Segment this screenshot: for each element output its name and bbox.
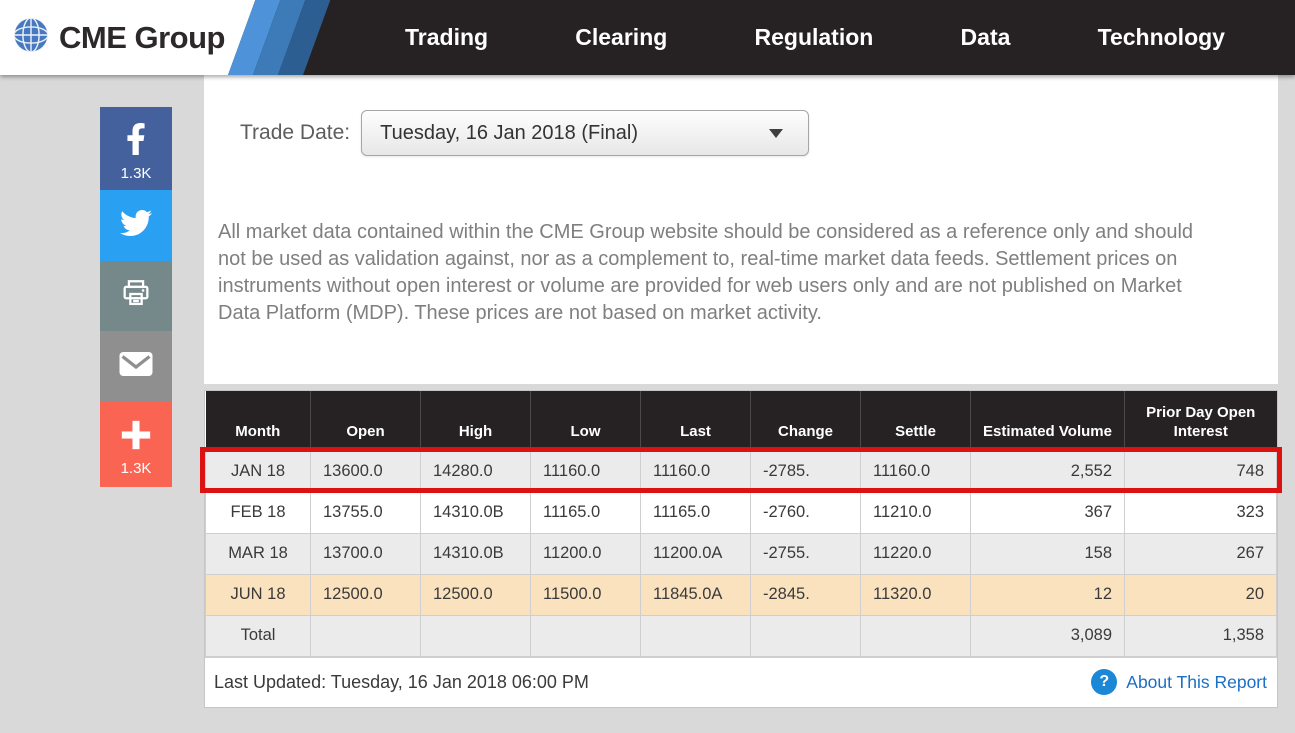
table-cell [530, 614, 641, 657]
nav-item-regulation[interactable]: Regulation [754, 24, 874, 50]
nav-item-technology[interactable]: Technology [1097, 24, 1225, 50]
table-cell: 267 [1124, 532, 1277, 575]
table-cell: 14280.0 [420, 450, 531, 493]
table-cell: 323 [1124, 491, 1277, 534]
cme-group-logo[interactable]: CME Group [12, 0, 226, 75]
table-body: JAN 18 13600.0 14280.0 11160.0 11160.0 -2785.… [205, 450, 1277, 657]
column-header: Low [530, 391, 641, 451]
table-cell: 13700.0 [310, 532, 421, 575]
twitter-icon [117, 207, 155, 244]
table-cell: 11845.0A [640, 573, 751, 616]
print-button[interactable] [100, 261, 172, 331]
table-cell: 14310.0B [420, 532, 531, 575]
brand-name: CME Group [59, 19, 226, 55]
table-cell: 3,089 [970, 614, 1125, 657]
table-cell: -2785. [750, 450, 861, 493]
table-row: FEB 18 13755.0 14310.0B 11165.0 11165.0 -2760… [205, 491, 1277, 534]
nav-item-data[interactable]: Data [960, 24, 1011, 50]
last-updated-text: Last Updated: Tuesday, 16 Jan 2018 06:00… [214, 671, 589, 692]
table-cell [420, 614, 531, 657]
table-header-row: Month Open High Low Last Change Settle Estimate… [205, 391, 1277, 451]
table-footer: Last Updated: Tuesday, 16 Jan 2018 06:00… [205, 656, 1277, 707]
chevron-down-icon [769, 129, 784, 138]
settlements-table: Month Open High Low Last Change Settle Estimate… [205, 391, 1277, 657]
table-cell: 11160.0 [530, 450, 641, 493]
column-header: Change [750, 391, 861, 451]
table-cell: -2845. [750, 573, 861, 616]
envelope-icon [118, 349, 154, 384]
table-cell: 20 [1124, 573, 1277, 616]
facebook-share-button[interactable]: 1.3K [100, 107, 172, 190]
top-nav-bar: CME Group Trading Clearing Regulation Data T… [0, 0, 1295, 75]
nav-item-trading[interactable]: Trading [405, 24, 489, 50]
table-cell: 11160.0 [640, 450, 751, 493]
question-icon: ? [1091, 669, 1118, 695]
table-cell: Total [205, 614, 311, 657]
table-row: MAR 18 13700.0 14310.0B 11200.0 11200.0A -275… [205, 532, 1277, 575]
table-cell: 11165.0 [640, 491, 751, 534]
table-cell [640, 614, 751, 657]
table-cell: 11210.0 [860, 491, 971, 534]
table-cell: 367 [970, 491, 1125, 534]
table-cell: 12 [970, 573, 1125, 616]
table-cell [750, 614, 861, 657]
table-cell: 11160.0 [860, 450, 971, 493]
trade-date-selected-value: Tuesday, 16 Jan 2018 (Final) [380, 121, 639, 144]
email-share-button[interactable] [100, 331, 172, 401]
table-cell: 11220.0 [860, 532, 971, 575]
trade-date-label: Trade Date: [240, 121, 351, 144]
settlements-table-block: Month Open High Low Last Change Settle Estimate… [200, 390, 1282, 708]
column-header: Prior Day Open Interest [1124, 391, 1277, 451]
column-header: Last [640, 391, 751, 451]
table-cell: 11500.0 [530, 573, 641, 616]
table-cell: -2755. [750, 532, 861, 575]
column-header: Estimated Volume [970, 391, 1125, 451]
table-cell: MAR 18 [205, 532, 311, 575]
table-cell: 14310.0B [420, 491, 531, 534]
table-cell: 12500.0 [420, 573, 531, 616]
column-header: High [420, 391, 531, 451]
about-link-label: About This Report [1126, 671, 1267, 692]
table-cell: FEB 18 [205, 491, 311, 534]
table-cell: 11200.0A [640, 532, 751, 575]
table-cell: 1,358 [1124, 614, 1277, 657]
print-icon [119, 277, 153, 316]
table-cell: 13600.0 [310, 450, 421, 493]
table-cell: 11320.0 [860, 573, 971, 616]
total-share-count: 1.3K [120, 459, 152, 477]
table-cell: JAN 18 [205, 450, 311, 493]
table-cell [860, 614, 971, 657]
plus-icon [119, 418, 153, 457]
column-header: Settle [860, 391, 971, 451]
table-cell: 12500.0 [310, 573, 421, 616]
globe-icon [12, 16, 50, 59]
more-share-options-button[interactable]: 1.3K [100, 401, 172, 487]
column-header: Month [205, 391, 311, 451]
table-row: JUN 18 12500.0 12500.0 11500.0 11845.0A -2845… [205, 573, 1277, 616]
twitter-share-button[interactable] [100, 190, 172, 261]
table-cell: JUN 18 [205, 573, 311, 616]
trade-date-select[interactable]: Tuesday, 16 Jan 2018 (Final) [361, 110, 810, 156]
table-cell: 13755.0 [310, 491, 421, 534]
facebook-share-count: 1.3K [120, 165, 152, 182]
market-data-disclaimer: All market data contained within the CME… [218, 221, 1194, 324]
table-cell: 11200.0 [530, 532, 641, 575]
table-cell: -2760. [750, 491, 861, 534]
table-cell [310, 614, 421, 657]
table-row: JAN 18 13600.0 14280.0 11160.0 11160.0 -2785.… [205, 450, 1277, 493]
table-row: Total 3,089 1,358 [205, 614, 1277, 657]
facebook-icon [126, 121, 146, 162]
main-content: Trade Date: Tuesday, 16 Jan 2018 (Final)… [200, 75, 1282, 708]
nav-item-clearing[interactable]: Clearing [575, 24, 668, 50]
column-header: Open [310, 391, 421, 451]
table-cell: 158 [970, 532, 1125, 575]
table-cell: 11165.0 [530, 491, 641, 534]
table-cell: 748 [1124, 450, 1277, 493]
share-toolbar: 1.3K [100, 107, 172, 487]
report-controls-panel: Trade Date: Tuesday, 16 Jan 2018 (Final)… [204, 75, 1278, 384]
table-cell: 2,552 [970, 450, 1125, 493]
primary-nav: Trading Clearing Regulation Data Technology [405, 0, 1225, 75]
about-this-report-link[interactable]: ? About This Report [1091, 669, 1267, 695]
